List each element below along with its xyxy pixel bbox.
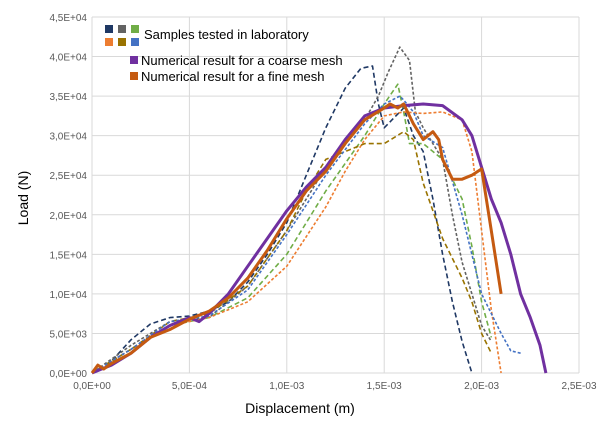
y-tick-label: 3,0E+04	[49, 132, 87, 143]
series-line-fine	[90, 102, 503, 374]
legend-lab-swatch	[118, 25, 126, 33]
x-tick-label: 0,0E+00	[73, 381, 111, 392]
series-line-lab-4	[91, 130, 493, 374]
legend-lab-swatch	[131, 38, 139, 46]
x-tick-label: 1,5E-03	[367, 381, 402, 392]
series-line-lab-2	[91, 83, 493, 374]
y-tick-label: 5,0E+03	[49, 329, 87, 340]
y-axis-label: Load (N)	[15, 171, 31, 225]
y-axis-ticks: 0,0E+00 5,0E+03 1,0E+04 1,5E+04 2,0E+04 2,5E+…	[49, 13, 87, 380]
legend-lab-swatch	[131, 25, 139, 33]
legend-lab-label: Samples tested in laboratory	[144, 27, 309, 42]
x-tick-label: 1,0E-03	[269, 381, 304, 392]
y-tick-label: 2,5E+04	[49, 171, 87, 182]
series-lines	[90, 46, 548, 375]
y-tick-label: 2,0E+04	[49, 211, 87, 222]
y-tick-label: 1,5E+04	[49, 250, 87, 261]
series-line-coarse	[91, 102, 548, 375]
legend: Samples tested in laboratory Numerical r…	[105, 25, 343, 84]
x-tick-label: 5,0E-04	[172, 381, 207, 392]
grid	[91, 16, 580, 374]
y-tick-label: 4,0E+04	[49, 53, 87, 64]
legend-coarse-label: Numerical result for a coarse mesh	[141, 53, 343, 68]
x-tick-label: 2,0E-03	[464, 381, 499, 392]
legend-lab-swatch	[105, 25, 113, 33]
legend-fine-swatch	[130, 72, 138, 80]
series-line-lab-5	[91, 95, 521, 374]
x-tick-label: 2,5E-03	[561, 381, 596, 392]
series-line-lab-3	[91, 111, 502, 374]
legend-fine-label: Numerical result for a fine mesh	[141, 69, 325, 84]
x-axis-label: Displacement (m)	[245, 400, 355, 416]
y-tick-label: 0,0E+00	[49, 369, 87, 380]
x-axis-ticks: 0,0E+00 5,0E-04 1,0E-03 1,5E-03 2,0E-03 2,5E-…	[73, 381, 597, 392]
y-tick-label: 3,5E+04	[49, 92, 87, 103]
series-line-lab-0	[91, 65, 473, 374]
y-tick-label: 1,0E+04	[49, 290, 87, 301]
legend-lab-swatch	[105, 38, 113, 46]
y-tick-label: 4,5E+04	[49, 13, 87, 24]
legend-coarse-swatch	[130, 56, 138, 64]
legend-lab-swatch	[118, 38, 126, 46]
legend-lab-swatches	[105, 25, 139, 46]
